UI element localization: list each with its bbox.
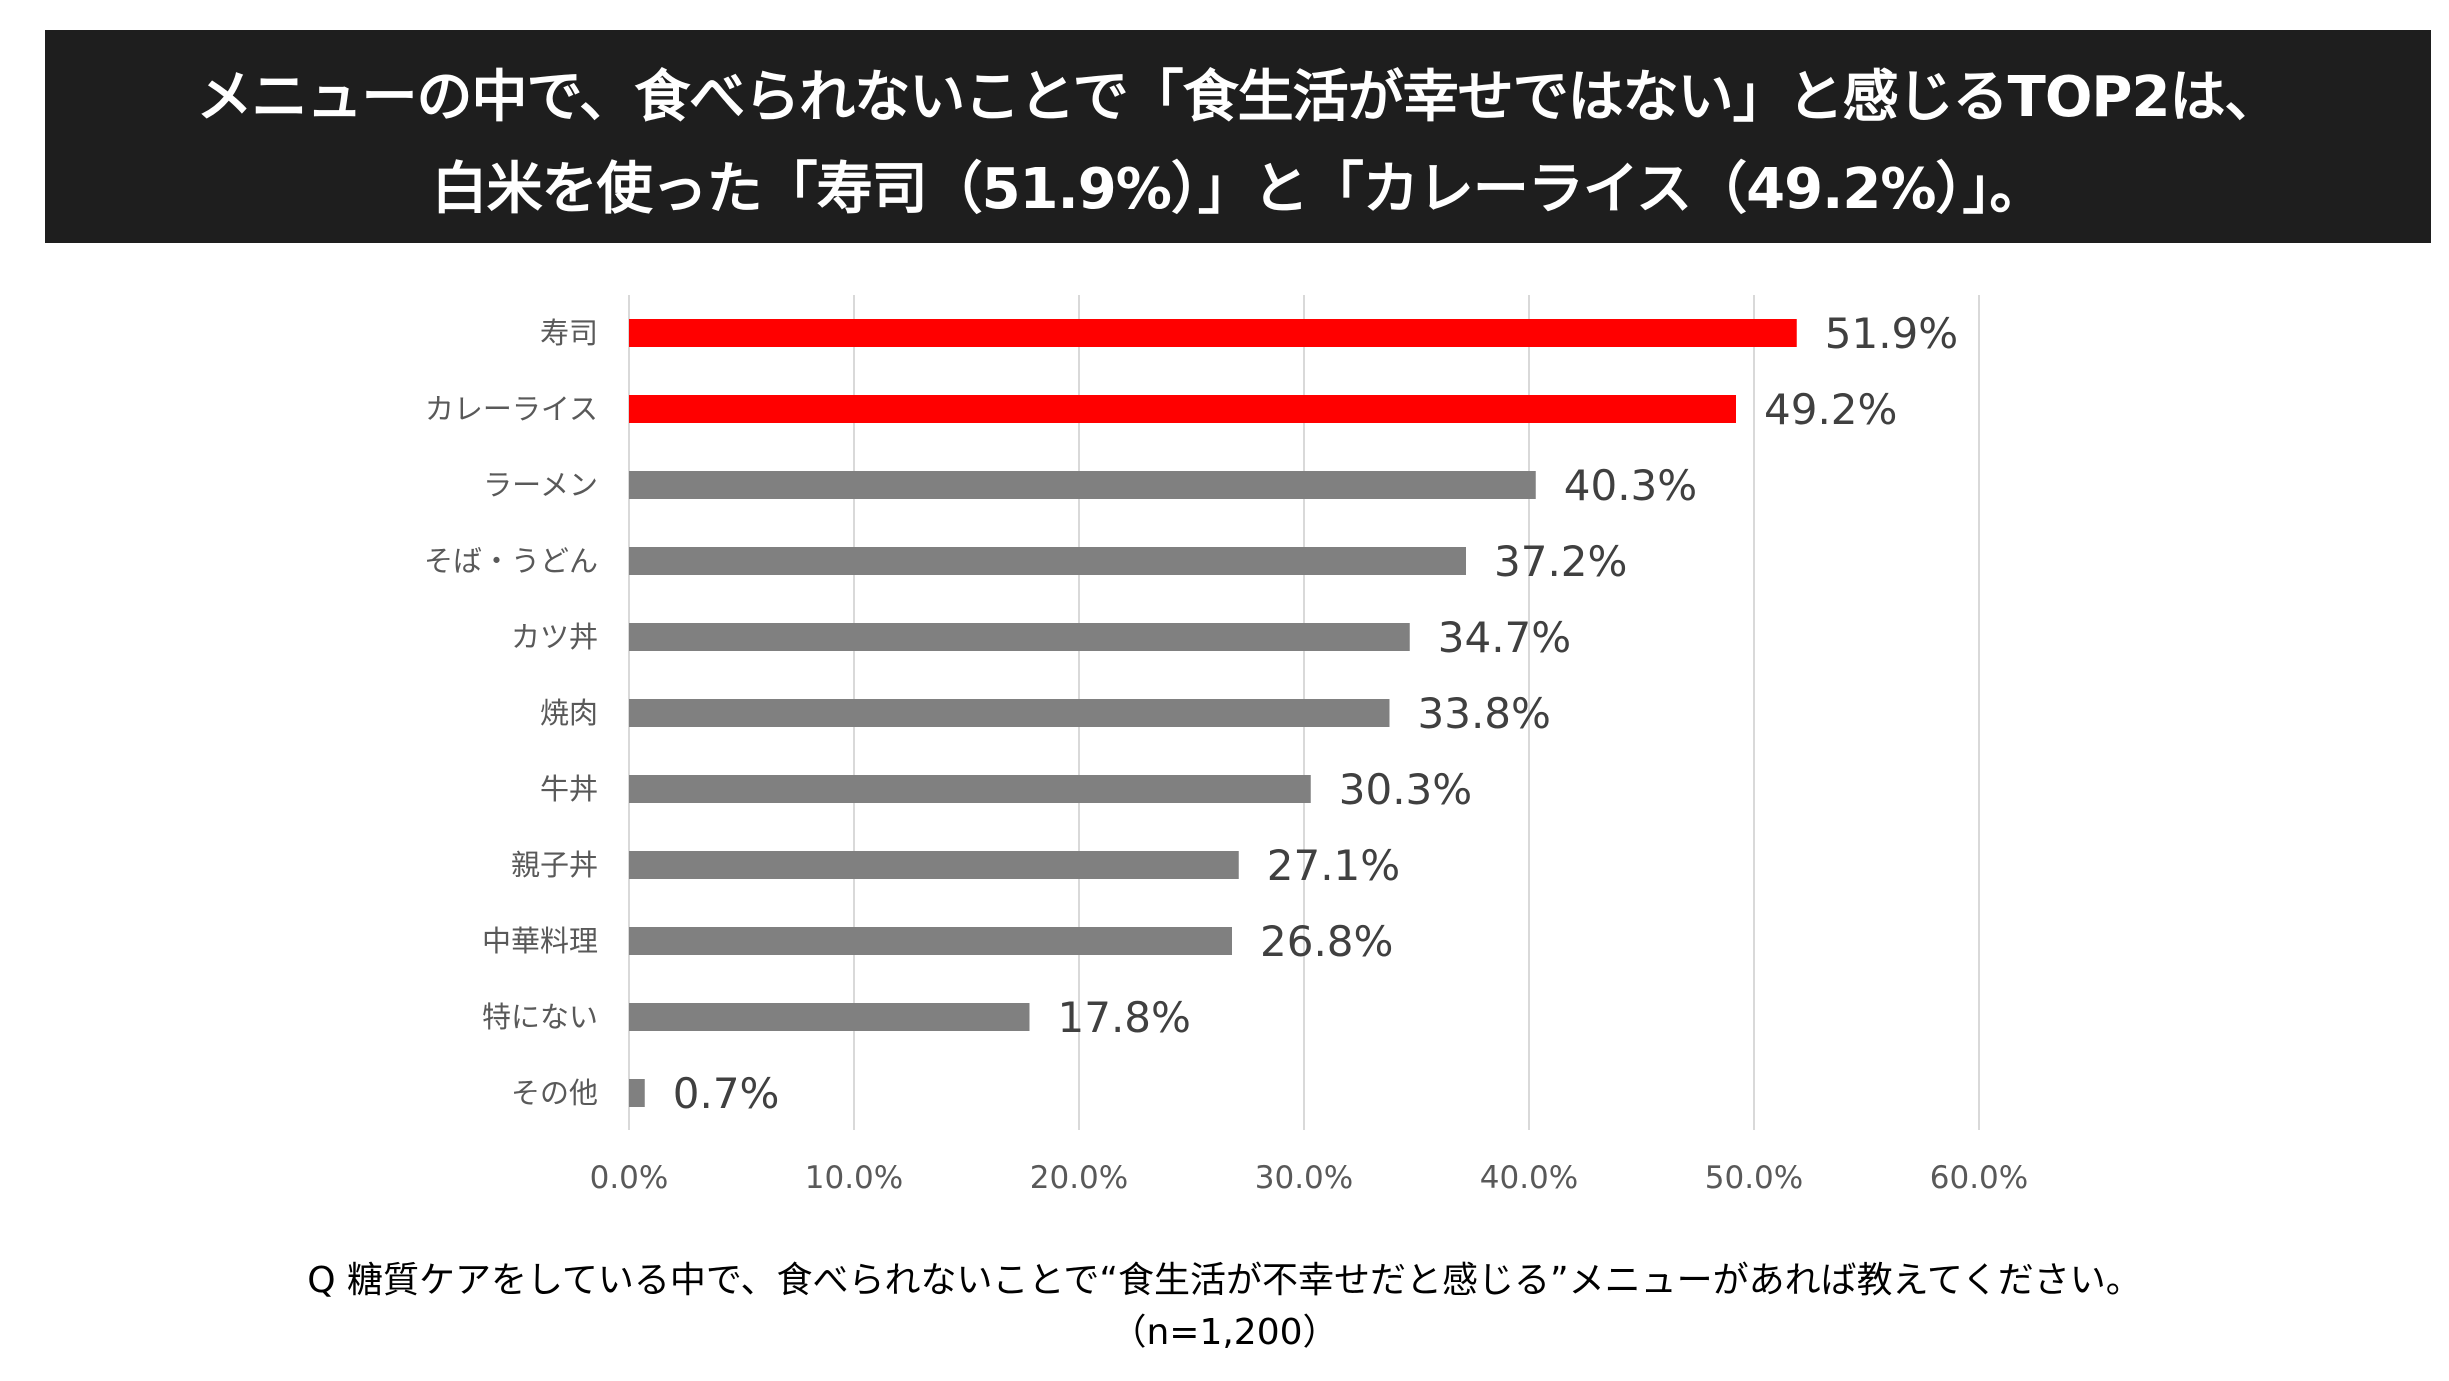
bar-8 xyxy=(629,927,1232,955)
value-label-0: 51.9% xyxy=(1825,309,1958,358)
category-label-7: 親子丼 xyxy=(511,848,598,882)
category-label-1: カレーライス xyxy=(425,392,598,426)
category-label-4: カツ丼 xyxy=(511,620,598,654)
headline-banner: メニューの中で、食べられないことで「食生活が幸せではない」と感じるTOP2は、 … xyxy=(45,30,2431,243)
bar-0 xyxy=(629,319,1797,347)
category-label-5: 焼肉 xyxy=(540,696,598,730)
category-label-6: 牛丼 xyxy=(540,772,598,806)
bar-7 xyxy=(629,851,1239,879)
category-label-8: 中華料理 xyxy=(482,924,598,958)
category-label-10: その他 xyxy=(511,1076,598,1110)
labels: 0.0% 10.0% 20.0% 30.0% 40.0% 50.0% 60.0% 寿司 51.9… xyxy=(424,309,2028,1196)
bar-4 xyxy=(629,623,1410,651)
bars xyxy=(629,319,1797,1107)
headline-line-1: メニューの中で、食べられないことで「食生活が幸せではない」と感じるTOP2は、 xyxy=(196,65,2281,130)
sample-size: （n=1,200） xyxy=(1110,1312,1339,1353)
value-label-4: 34.7% xyxy=(1438,613,1571,662)
bar-3 xyxy=(629,547,1466,575)
x-tick-label-2: 20.0% xyxy=(1030,1160,1128,1196)
category-label-9: 特にない xyxy=(482,1000,598,1034)
x-tick-label-5: 50.0% xyxy=(1705,1160,1803,1196)
x-tick-label-1: 10.0% xyxy=(805,1160,903,1196)
x-tick-label-0: 0.0% xyxy=(590,1160,669,1196)
survey-footer: Q 糖質ケアをしている中で、食べられないことで“食生活が不幸せだと感じる”メニュ… xyxy=(0,1255,2449,1359)
value-label-5: 33.8% xyxy=(1418,689,1551,738)
x-tick-label-6: 60.0% xyxy=(1930,1160,2028,1196)
x-tick-label-3: 30.0% xyxy=(1255,1160,1353,1196)
bar-6 xyxy=(629,775,1311,803)
headline-line-2: 白米を使った「寿司（51.9%）」と「カレーライス（49.2%）」。 xyxy=(431,157,2046,222)
value-label-1: 49.2% xyxy=(1764,385,1897,434)
category-label-0: 寿司 xyxy=(540,316,598,350)
value-label-2: 40.3% xyxy=(1564,461,1697,510)
bar-5 xyxy=(629,699,1390,727)
bar-9 xyxy=(629,1003,1030,1031)
value-label-9: 17.8% xyxy=(1058,993,1191,1042)
bar-2 xyxy=(629,471,1536,499)
value-label-6: 30.3% xyxy=(1339,765,1472,814)
bar-10 xyxy=(629,1079,645,1107)
value-label-3: 37.2% xyxy=(1494,537,1627,586)
value-label-10: 0.7% xyxy=(673,1069,780,1118)
value-label-7: 27.1% xyxy=(1267,841,1400,890)
bar-1 xyxy=(629,395,1736,423)
survey-question: Q 糖質ケアをしている中で、食べられないことで“食生活が不幸せだと感じる”メニュ… xyxy=(307,1260,2142,1301)
category-label-3: そば・うどん xyxy=(424,544,598,578)
value-label-8: 26.8% xyxy=(1260,917,1393,966)
category-label-2: ラーメン xyxy=(483,468,598,502)
x-tick-label-4: 40.0% xyxy=(1480,1160,1578,1196)
